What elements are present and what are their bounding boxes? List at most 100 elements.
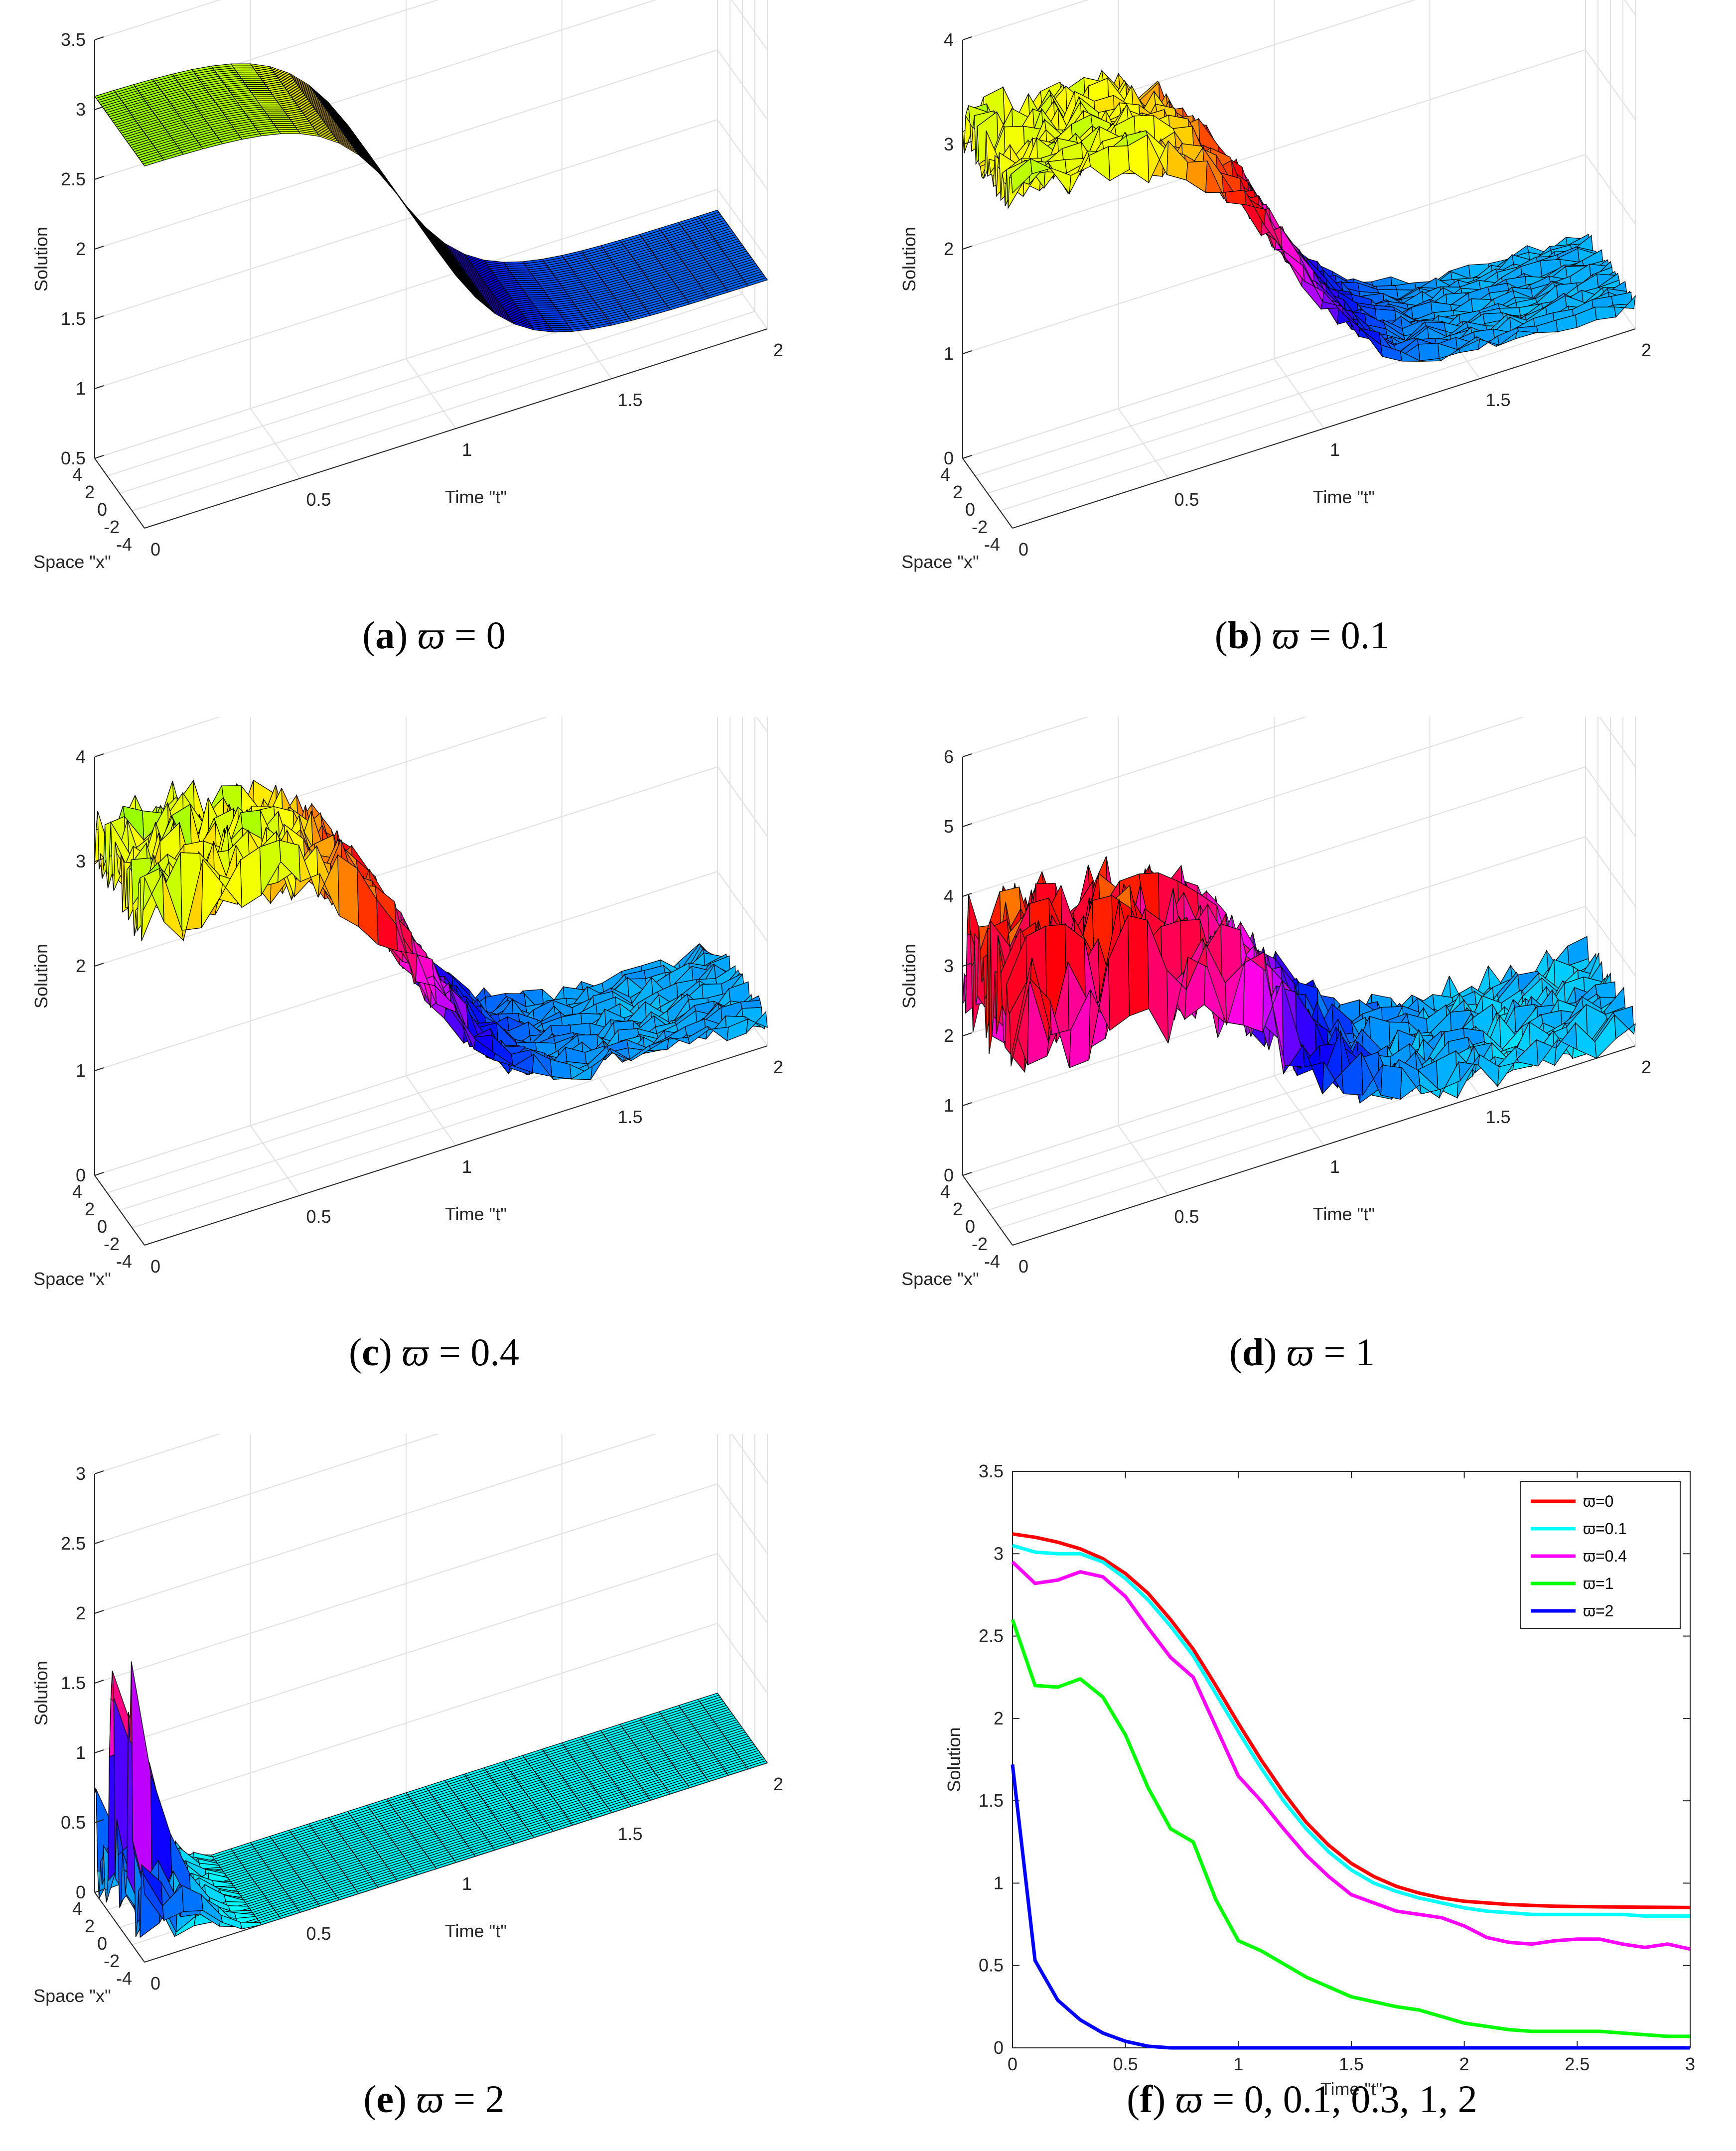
surface-patch: [279, 131, 301, 134]
surface-patch: [143, 871, 164, 922]
x-tick-label: 4: [72, 464, 82, 485]
surface-patch: [740, 1000, 762, 1009]
x-axis-line: [94, 458, 145, 529]
x-axis-label: Space "x": [901, 1269, 979, 1289]
panel-c: 0 1 2 3 4 4 2 0 -2 -4 0 0.5 1 1.5 2 Solution Space "x" Ti…: [0, 717, 868, 1434]
t-tick-label: 0: [1018, 539, 1028, 560]
t-tick-label: 1: [462, 1156, 472, 1177]
grid-line: [94, 188, 768, 389]
grid-line: [94, 766, 768, 967]
x-tick-label: -2: [972, 517, 988, 537]
surface-patch: [1375, 285, 1398, 290]
z-tick-label: 2: [76, 239, 86, 259]
surface: [94, 63, 768, 333]
t-axis-line: [1012, 1045, 1636, 1246]
surface-patch: [1594, 306, 1616, 320]
surface-patch: [1127, 915, 1150, 1016]
z-tick-label: 1: [76, 1060, 86, 1081]
grid-line: [94, 49, 768, 250]
z-tick: [962, 823, 972, 827]
z-tick: [94, 455, 104, 459]
z-tick-label: 6: [944, 746, 954, 767]
z-tick-label: 3.5: [61, 29, 86, 50]
x-tick-label: 2: [953, 1199, 963, 1219]
t-tick-label: 0.5: [1174, 1206, 1199, 1227]
x-axis-label: Space "x": [33, 1269, 111, 1289]
z-tick-label: 0: [944, 448, 954, 468]
surface: [94, 1661, 768, 1938]
z-tick: [94, 315, 104, 319]
surface: [962, 856, 1636, 1104]
x-tick-label: 2: [85, 1199, 95, 1219]
grid-line: [962, 717, 1089, 757]
surface-patch: [376, 169, 398, 195]
z-tick-label: 5: [944, 816, 954, 837]
surface-patch: [1418, 343, 1440, 361]
z-tick: [94, 1172, 104, 1176]
x-axis-line: [962, 1175, 1013, 1246]
z-tick-label: 2: [944, 239, 954, 259]
surface: [962, 69, 1636, 362]
x-tick-label: 4: [940, 1181, 950, 1202]
t-axis-label: Time "t": [1313, 487, 1375, 507]
z-tick: [94, 1067, 104, 1071]
panel-a: 0.5 1 1.5 2 2.5 3 3.5 4 2 0 -2 -4 0 0.5 1 1.5 2 Solution S…: [0, 0, 868, 717]
x-axis-line: [962, 458, 1013, 529]
surface: [94, 779, 768, 1081]
z-tick-label: 3: [76, 99, 86, 120]
t-tick-label: 1.5: [1486, 390, 1511, 410]
t-axis-label: Time "t": [1313, 1204, 1375, 1224]
z-tick-label: 1: [76, 378, 86, 399]
caption-omega: 1: [1355, 1330, 1375, 1374]
grid-line: [962, 0, 1089, 40]
surface-patch: [1224, 189, 1247, 205]
grid-line: [119, 293, 743, 494]
z-tick: [962, 141, 972, 145]
grid-line: [94, 1434, 439, 1544]
caption-omega: 0: [486, 613, 506, 657]
z-tick: [962, 1172, 972, 1176]
t-axis-line: [144, 328, 768, 529]
grid-line: [962, 153, 1636, 354]
t-tick-label: 1.5: [618, 390, 643, 410]
x-tick-label: -2: [104, 1234, 120, 1254]
t-tick-label: 0.5: [306, 489, 331, 510]
z-tick: [94, 858, 104, 862]
grid-line: [962, 717, 1636, 897]
z-axis-label: Solution: [899, 944, 919, 1008]
z-tick-label: 2.5: [61, 169, 86, 189]
z-tick-label: 1: [944, 343, 954, 364]
grid-line: [94, 1553, 768, 1753]
t-tick-label: 1: [462, 439, 472, 460]
x-tick-label: -2: [972, 1234, 988, 1254]
t-tick-label: 0: [150, 539, 160, 560]
z-tick: [94, 176, 104, 180]
z-tick: [94, 36, 104, 40]
caption-c: (c) ϖ = 0.4: [349, 1330, 519, 1374]
z-tick: [94, 963, 104, 967]
z-tick-label: 4: [944, 29, 954, 50]
caption-b: (b) ϖ = 0.1: [1214, 613, 1390, 657]
z-tick: [962, 893, 972, 897]
z-axis-label: Solution: [31, 944, 51, 1008]
caption-letter: c: [362, 1330, 379, 1374]
grid-line: [132, 1028, 755, 1228]
x-tick-label: -4: [984, 1251, 1000, 1272]
t-tick-label: 0.5: [306, 1206, 331, 1227]
x-tick-label: -4: [116, 534, 132, 555]
grid-line: [132, 311, 755, 511]
t-tick-label: 0: [150, 1256, 160, 1277]
caption-letter: d: [1242, 1330, 1264, 1374]
grid-line: [94, 717, 221, 757]
caption-d: (d) ϖ = 1: [1229, 1330, 1375, 1374]
grid-line: [962, 717, 1307, 827]
caption-omega: 0.1: [1340, 613, 1390, 657]
z-tick-label: 0: [76, 1165, 86, 1185]
surface-patch: [1108, 145, 1130, 181]
z-tick: [962, 246, 972, 250]
z-tick: [962, 1032, 972, 1036]
